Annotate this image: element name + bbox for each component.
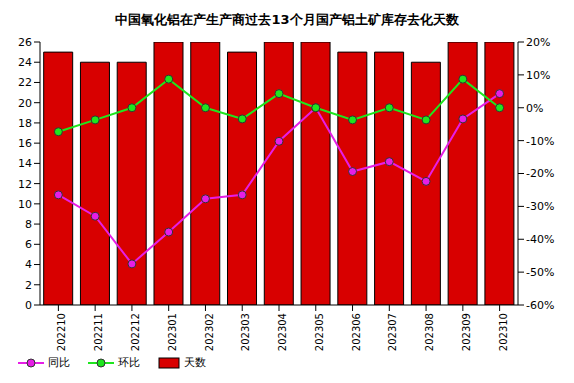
svg-text:2: 2: [25, 279, 32, 292]
svg-text:202309: 202309: [461, 313, 472, 351]
svg-text:8: 8: [25, 218, 32, 231]
svg-text:0: 0: [25, 299, 32, 312]
svg-text:202308: 202308: [424, 313, 435, 351]
svg-text:202305: 202305: [314, 313, 325, 351]
svg-text:-20%: -20%: [526, 167, 554, 180]
svg-text:202304: 202304: [277, 313, 288, 351]
html-text:天数: 天数: [184, 356, 206, 369]
svg-text:202310: 202310: [498, 313, 509, 351]
html-text:中国氧化铝在产生产商过去13个月国产铝土矿库存去化天数: 中国氧化铝在产生产商过去13个月国产铝土矿库存去化天数: [115, 12, 459, 27]
svg-text:20%: 20%: [526, 36, 550, 49]
svg-text:16: 16: [18, 137, 32, 150]
html-text:同比: 同比: [48, 356, 70, 369]
svg-text:18: 18: [18, 117, 32, 130]
svg-text:-40%: -40%: [526, 233, 554, 246]
svg-text:202303: 202303: [240, 313, 251, 351]
svg-text:202210: 202210: [56, 313, 67, 351]
html-text:环比: 环比: [118, 356, 140, 369]
svg-text:202307: 202307: [387, 313, 398, 351]
svg-text:202302: 202302: [204, 313, 215, 351]
svg-text:-50%: -50%: [526, 266, 554, 279]
svg-text:10%: 10%: [526, 69, 550, 82]
svg-text:-10%: -10%: [526, 135, 554, 148]
svg-text:26: 26: [18, 36, 32, 49]
svg-text:10: 10: [18, 198, 32, 211]
svg-text:202212: 202212: [130, 313, 141, 351]
svg-text:20: 20: [18, 97, 32, 110]
svg-text:202211: 202211: [93, 313, 104, 351]
svg-text:-30%: -30%: [526, 200, 554, 213]
svg-text:14: 14: [18, 157, 32, 170]
svg-text:-60%: -60%: [526, 299, 554, 312]
svg-text:24: 24: [18, 56, 32, 69]
svg-text:4: 4: [25, 258, 32, 271]
svg-text:6: 6: [25, 238, 32, 251]
svg-text:22: 22: [18, 76, 32, 89]
svg-text:12: 12: [18, 178, 32, 191]
svg-text:202306: 202306: [351, 313, 362, 351]
svg-text:202301: 202301: [167, 313, 178, 351]
svg-text:0%: 0%: [526, 102, 543, 115]
